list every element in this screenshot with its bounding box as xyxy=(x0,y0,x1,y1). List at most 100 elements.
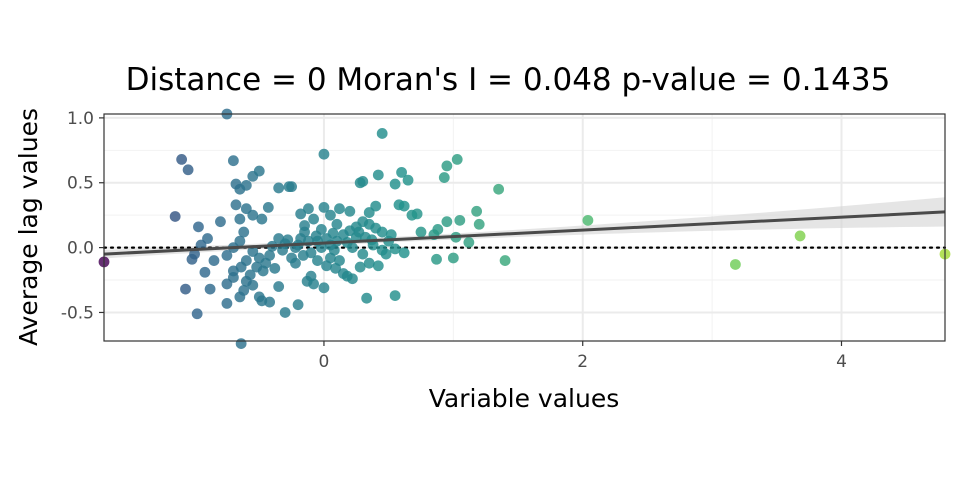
data-point xyxy=(227,272,239,283)
data-point xyxy=(273,182,285,194)
data-point xyxy=(240,255,252,266)
data-point xyxy=(385,229,397,241)
data-point xyxy=(312,255,323,266)
x-tick-label: 4 xyxy=(836,352,847,372)
y-tick-label: 0.5 xyxy=(67,174,94,194)
data-point xyxy=(283,181,295,193)
data-point xyxy=(398,247,410,259)
data-point xyxy=(308,278,320,290)
data-point xyxy=(389,178,401,190)
data-point xyxy=(389,243,401,255)
data-point xyxy=(344,205,356,217)
data-point xyxy=(295,208,307,220)
data-point xyxy=(330,262,341,274)
data-point xyxy=(238,226,250,238)
data-point xyxy=(318,148,330,160)
data-point xyxy=(463,237,475,248)
data-point xyxy=(191,308,203,320)
data-point xyxy=(292,299,304,311)
data-point xyxy=(186,253,198,265)
data-point xyxy=(227,155,239,167)
data-point xyxy=(176,154,188,165)
data-point xyxy=(256,213,268,225)
data-point xyxy=(471,205,483,217)
data-point xyxy=(308,213,320,225)
plot-border xyxy=(103,113,946,342)
data-point xyxy=(221,249,233,261)
data-point xyxy=(310,230,322,242)
data-point xyxy=(431,253,442,265)
data-point xyxy=(376,128,388,139)
data-point xyxy=(297,249,309,261)
data-point xyxy=(273,281,285,292)
data-point xyxy=(199,266,211,278)
data-point xyxy=(282,234,294,246)
data-point xyxy=(354,261,366,273)
data-point xyxy=(398,200,410,212)
x-tick-label: 2 xyxy=(577,352,588,372)
y-tick-label: 0.0 xyxy=(67,239,94,259)
data-point xyxy=(372,169,384,181)
data-point xyxy=(279,307,291,318)
axis-ticks: 0 2 4 1.0 0.5 0.0 -0.5 xyxy=(61,109,847,372)
data-point xyxy=(318,201,330,213)
data-point xyxy=(327,227,339,239)
data-point xyxy=(396,166,407,178)
data-point xyxy=(357,176,369,187)
data-point xyxy=(262,201,274,213)
data-point xyxy=(370,200,382,212)
y-axis-title: Average lag values xyxy=(14,108,43,346)
x-axis-title: Variable values xyxy=(429,384,619,413)
data-point xyxy=(402,174,414,186)
data-point xyxy=(341,270,353,282)
data-point xyxy=(303,203,314,215)
data-point xyxy=(376,244,388,256)
data-point xyxy=(169,211,181,222)
data-point xyxy=(264,296,276,308)
data-point xyxy=(215,216,226,228)
data-point xyxy=(221,297,233,309)
data-point xyxy=(357,248,369,260)
data-point xyxy=(204,283,216,295)
data-point xyxy=(794,230,806,242)
x-tick-label: 0 xyxy=(319,352,330,372)
chart-title: Distance = 0 Moran's I = 0.048 p-value =… xyxy=(126,62,891,98)
data-point xyxy=(441,216,453,228)
data-point xyxy=(582,214,594,226)
data-point xyxy=(269,262,281,274)
data-point xyxy=(729,259,741,270)
data-point xyxy=(230,199,242,211)
data-point xyxy=(451,154,463,165)
data-point xyxy=(234,291,246,303)
data-point xyxy=(253,165,265,177)
data-point xyxy=(208,255,220,266)
data-point xyxy=(441,160,453,172)
data-point xyxy=(315,242,327,254)
data-point xyxy=(499,255,511,266)
data-point xyxy=(363,257,375,269)
data-point xyxy=(235,338,247,349)
data-point xyxy=(493,183,505,195)
data-point xyxy=(415,226,427,238)
data-point xyxy=(473,218,485,230)
data-point xyxy=(299,220,310,231)
data-point xyxy=(230,178,242,190)
data-point xyxy=(318,282,330,294)
data-point xyxy=(432,224,444,235)
data-point xyxy=(247,209,259,221)
data-point xyxy=(334,203,345,215)
y-tick-label: -0.5 xyxy=(61,303,94,323)
regression-line xyxy=(103,210,946,256)
data-point xyxy=(447,252,459,264)
data-point xyxy=(251,261,263,273)
y-tick-label: 1.0 xyxy=(67,109,94,129)
regression-line-group xyxy=(103,210,946,256)
data-point xyxy=(372,260,384,272)
data-point xyxy=(411,208,423,220)
data-point xyxy=(290,257,301,269)
data-point xyxy=(180,283,191,295)
data-point xyxy=(260,257,272,269)
data-point xyxy=(182,164,194,176)
data-point xyxy=(244,269,256,281)
data-point xyxy=(353,226,365,238)
